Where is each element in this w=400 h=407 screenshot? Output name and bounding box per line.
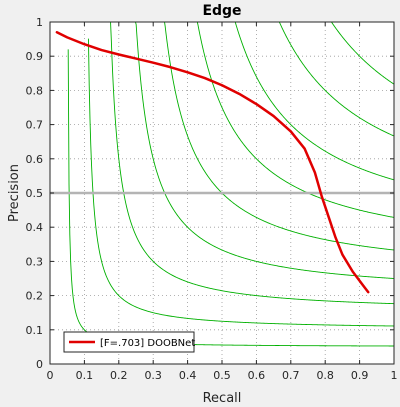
iso-f-curve: [194, 21, 395, 218]
legend-box: [63, 331, 195, 353]
x-tick-label: 0: [47, 369, 54, 382]
x-tick-label: 0.5: [213, 369, 231, 382]
iso-f-curve: [321, 21, 395, 85]
iso-f-curve: [163, 21, 395, 251]
y-tick-label: 0.5: [26, 187, 44, 200]
iso-f-curve: [272, 21, 395, 137]
y-tick-label: 0.1: [26, 324, 44, 337]
x-tick-label: 0.9: [351, 369, 369, 382]
legend-label: [F=.703] DOOBNet: [100, 338, 195, 349]
series-line: [55, 31, 370, 294]
y-tick-label: 0.8: [26, 84, 44, 97]
y-axis-label: Precision: [7, 164, 22, 222]
x-tick-label: 0.4: [179, 369, 197, 382]
y-tick-label: 0.2: [26, 290, 44, 303]
x-tick-label: 0.3: [144, 369, 162, 382]
legend: [F=.703] DOOBNet: [63, 331, 195, 353]
x-tick-label: 0.6: [248, 369, 266, 382]
x-tick-label: 0.8: [316, 369, 334, 382]
iso-f-curve: [135, 21, 395, 279]
iso-f-curve: [87, 38, 395, 327]
series-lines: [55, 31, 370, 294]
x-tick-label: 1: [391, 369, 398, 382]
y-tick-label: 0.6: [26, 153, 44, 166]
x-tick-label: 0.2: [110, 369, 128, 382]
ticks: 0 0.1 0.2 0.3 0.4 0.5 0.6 0.7 0.8 0.9 1 0 0.1 0.2 0.3 0…: [26, 16, 398, 382]
x-axis-label: Recall: [203, 391, 242, 406]
iso-f-curve: [230, 21, 395, 181]
grid: [50, 22, 394, 364]
y-tick-label: 0.7: [26, 119, 44, 132]
y-tick-label: 0: [36, 358, 43, 371]
y-tick-label: 0.3: [26, 255, 44, 268]
y-tick-label: 0.4: [26, 221, 44, 234]
chart-title: Edge: [202, 3, 241, 19]
x-tick-label: 0.7: [282, 369, 300, 382]
x-tick-label: 0.1: [76, 369, 94, 382]
iso-f-curve: [110, 21, 395, 305]
y-tick-label: 0.9: [26, 50, 44, 63]
y-tick-label: 1: [36, 16, 43, 29]
iso-f-curves: [67, 21, 395, 347]
